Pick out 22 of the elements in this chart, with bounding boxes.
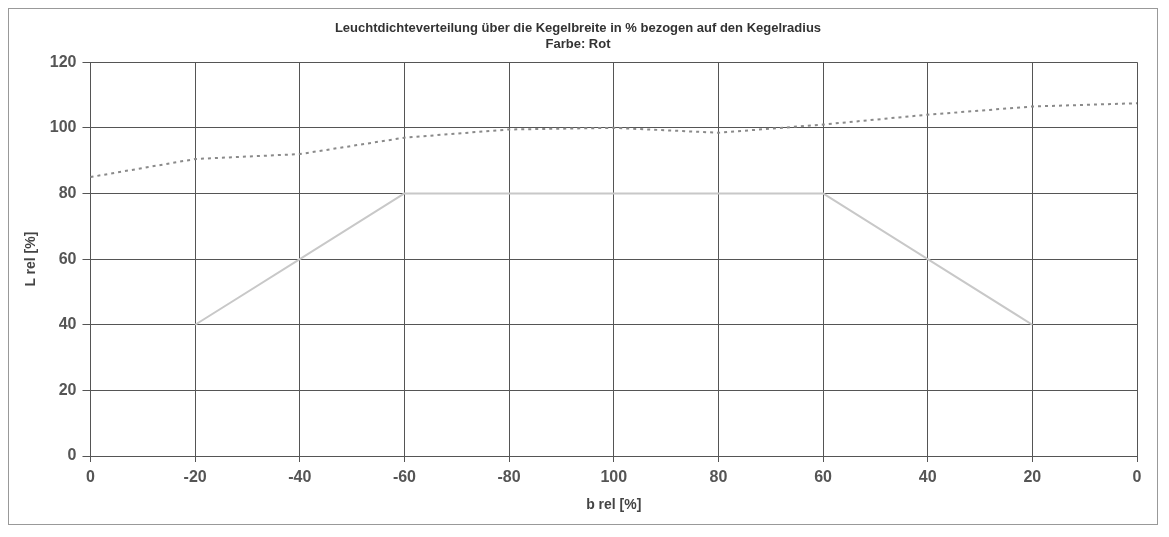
x-tick-label: 60 bbox=[814, 468, 833, 486]
y-tick-label: 20 bbox=[58, 380, 77, 398]
x-axis-title: b rel [%] bbox=[586, 496, 642, 513]
chart-title: Leuchtdichteverteilung über die Kegelbreite in % bezogen auf den Kegelradius bbox=[334, 20, 822, 36]
y-tick-label: 40 bbox=[58, 315, 77, 333]
x-tick-label: 100 bbox=[600, 468, 628, 486]
y-tick-label: 80 bbox=[58, 183, 77, 201]
y-tick-label: 60 bbox=[58, 249, 77, 267]
chart-subtitle: Farbe: Rot bbox=[545, 35, 612, 51]
x-tick-label: -80 bbox=[497, 468, 521, 486]
y-tick-label: 100 bbox=[49, 118, 77, 136]
x-tick-label: 80 bbox=[709, 468, 728, 486]
y-axis-title: L rel [%] bbox=[22, 231, 39, 287]
x-tick-label: 40 bbox=[918, 468, 937, 486]
y-tick-label: 0 bbox=[67, 446, 77, 464]
x-tick-label: -60 bbox=[392, 468, 417, 486]
x-tick-label: 0 bbox=[86, 468, 96, 486]
y-tick-label: 120 bbox=[49, 52, 77, 70]
x-tick-label: -20 bbox=[183, 468, 207, 486]
x-tick-label: 0 bbox=[1132, 468, 1142, 486]
x-tick-label: -40 bbox=[288, 468, 312, 486]
x-tick-label: 20 bbox=[1023, 468, 1042, 486]
